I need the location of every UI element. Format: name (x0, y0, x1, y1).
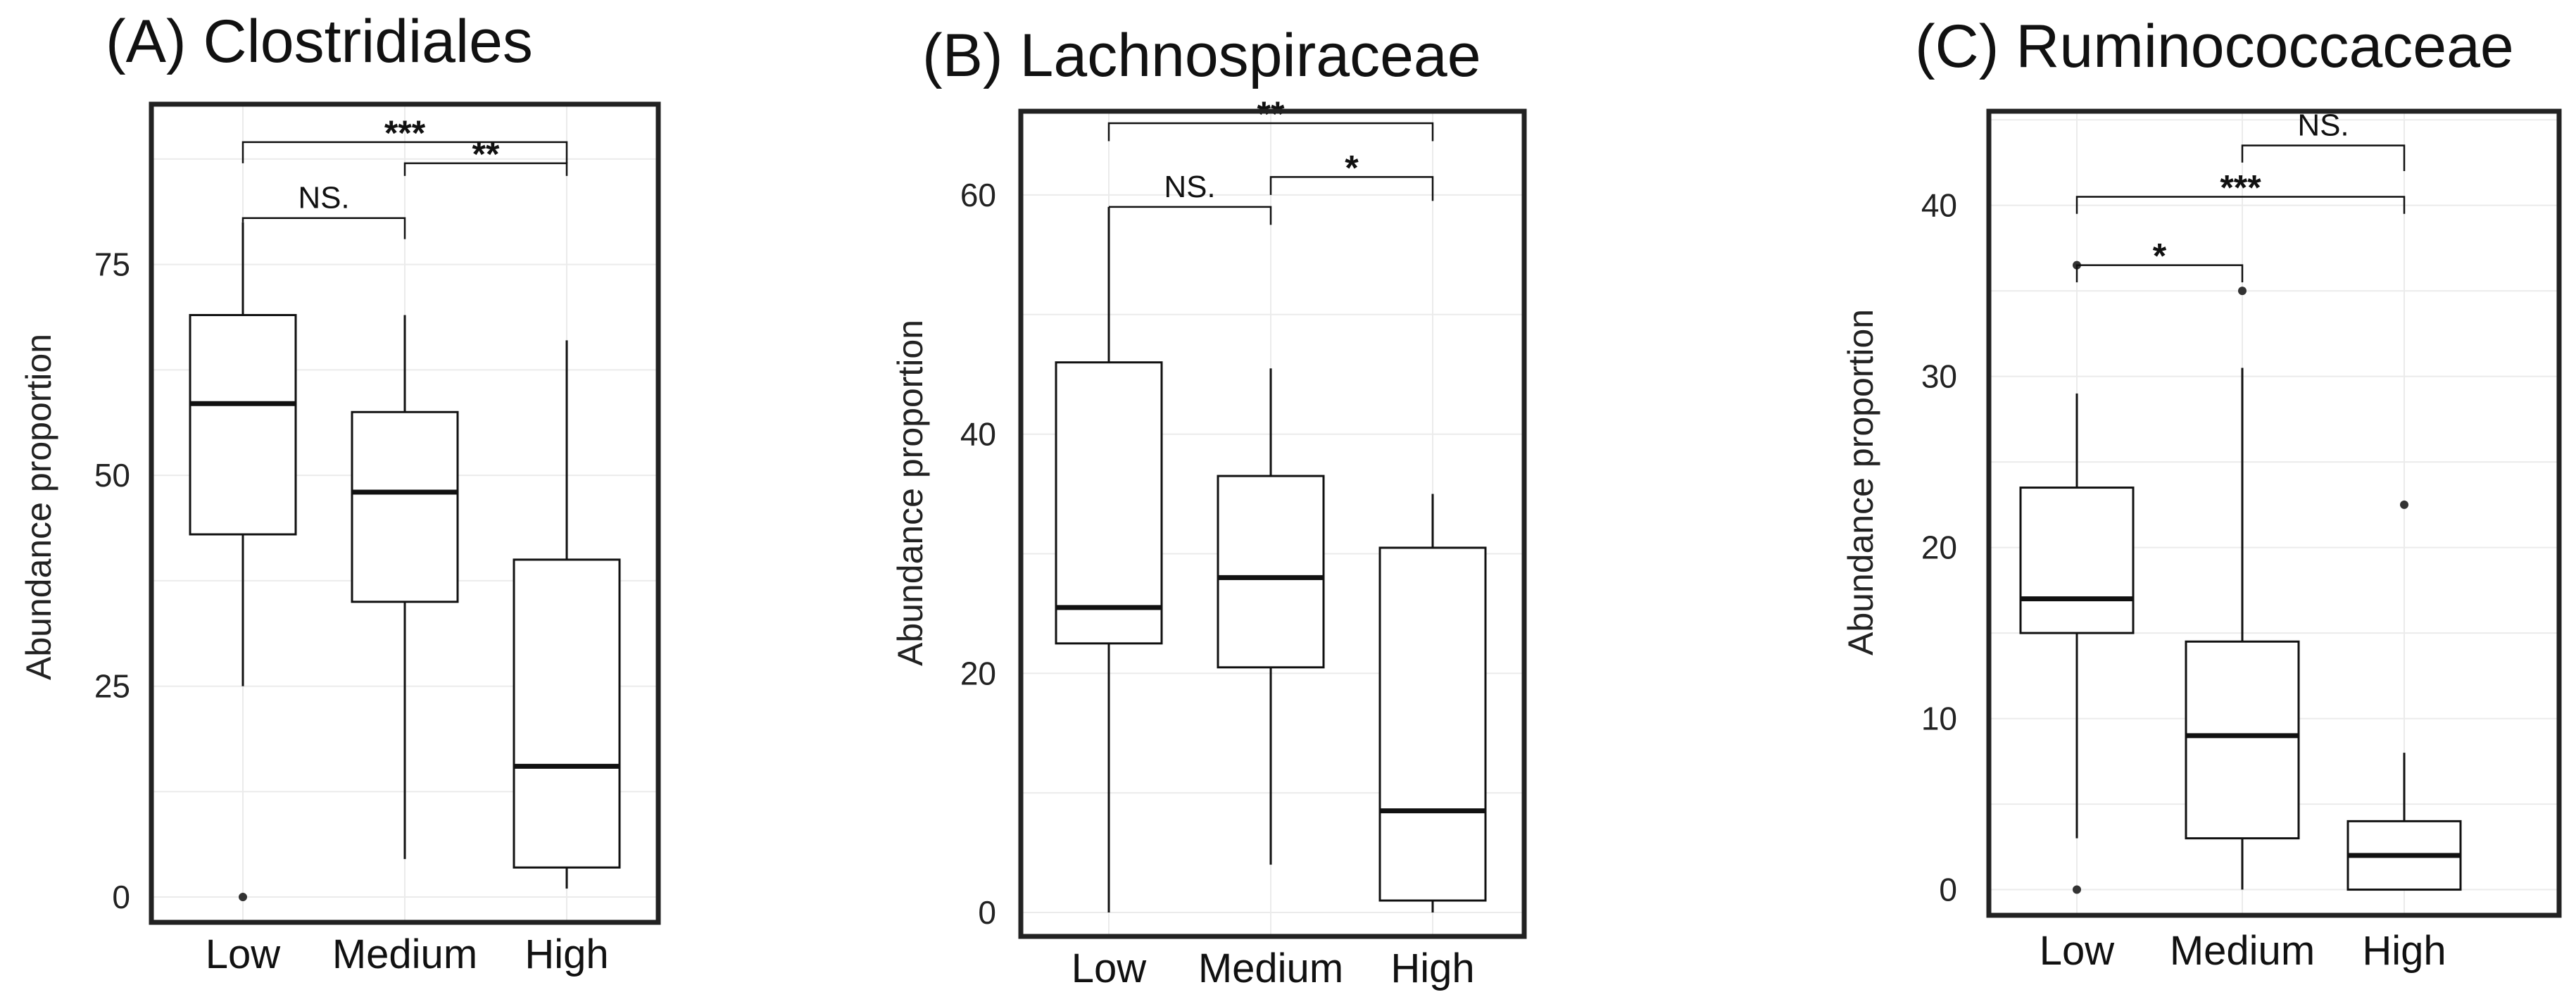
panel-a-y-tick-label: 75 (94, 246, 130, 283)
panel-c-y-tick-label: 10 (1921, 701, 1957, 737)
panel-a-frame (149, 101, 661, 925)
panel-b: (B) Lachnospiraceae Abundance proportion… (891, 22, 1527, 991)
panel-b-significance-label: ** (1257, 94, 1285, 134)
panel-c-x-tick-high: High (2362, 928, 2446, 974)
panel-c-significance-bracket (2075, 196, 2406, 214)
panel-b-x-tick-high: High (1390, 946, 1474, 991)
panel-c-significance-label: *** (2220, 168, 2261, 207)
panel-c-high-outlier-point (2400, 500, 2408, 509)
panel-a-x-tick-low: Low (206, 931, 282, 977)
panel-b-frame (1018, 108, 1527, 939)
panel-c-significance-label: NS. (2297, 108, 2349, 143)
panel-c-y-tick-label: 40 (1921, 187, 1957, 224)
panel-c-frame (1986, 108, 2562, 918)
panel-a-significance-bracket (403, 162, 568, 176)
panel-a-significance-label: *** (384, 113, 426, 153)
panel-b-y-tick-label: 0 (978, 894, 996, 931)
panel-c-low-box (2019, 487, 2135, 634)
panel-a-x-tick-medium: Medium (332, 931, 477, 977)
panel-a-significance-bracket (241, 141, 568, 163)
panel-a-high-box (513, 558, 621, 869)
panel-a-x-tick-high: High (524, 931, 608, 977)
panel-a: (A) Clostridiales Abundance proportion 0… (19, 8, 661, 977)
panel-c-significance-bracket (2241, 144, 2406, 172)
panel-a-y-tick-label: 50 (94, 457, 130, 494)
panel-b-title: (B) Lachnospiraceae (922, 22, 1481, 89)
panel-c-x-tick-low: Low (2040, 928, 2116, 974)
panel-c-title: (C) Ruminococcaceae (1915, 13, 2514, 80)
panel-b-significance-bracket (1109, 206, 1272, 225)
panel-a-title: (A) Clostridiales (106, 8, 533, 75)
panel-b-medium-box (1217, 475, 1325, 669)
panel-b-significance-bracket (1107, 122, 1434, 142)
panel-b-high-box (1378, 546, 1487, 902)
panel-a-significance-label: NS. (298, 181, 349, 215)
panel-b-x-tick-low: Low (1072, 946, 1148, 991)
panel-a-low-box (189, 313, 297, 536)
panel-c-y-tick-label: 20 (1921, 529, 1957, 566)
panel-c-significance-bracket (2075, 264, 2244, 282)
panel-c-x-tick-medium: Medium (2170, 928, 2315, 974)
panel-c-y-tick-label: 0 (1939, 872, 1957, 908)
panel-c-medium-box (2185, 640, 2300, 840)
panel-b-y-axis-label: Abundance proportion (891, 320, 930, 666)
panel-a-significance-bracket (241, 217, 406, 239)
panel-a-significance-label: ** (472, 134, 500, 174)
panel-a-medium-box (351, 410, 459, 603)
panel-a-low-outlier-point (239, 893, 247, 902)
panel-c-medium-outlier-point (2238, 287, 2247, 296)
panel-c-low-outlier-point (2073, 885, 2081, 894)
panel-b-significance-label: NS. (1164, 170, 1215, 204)
panel-c-y-axis-label: Abundance proportion (1841, 309, 1880, 655)
panel-b-x-tick-medium: Medium (1198, 946, 1343, 991)
panel-a-y-tick-label: 25 (94, 668, 130, 705)
panel-b-y-tick-label: 60 (960, 177, 996, 213)
panel-b-significance-label: * (1345, 148, 1359, 187)
panel-c-significance-label: * (2153, 237, 2167, 276)
panel-c: (C) Ruminococcaceae Abundance proportion… (1841, 13, 2562, 974)
panel-a-y-axis-label: Abundance proportion (19, 334, 58, 680)
panel-b-y-tick-label: 20 (960, 655, 996, 691)
panel-b-significance-bracket (1269, 176, 1434, 201)
panel-a-y-tick-label: 0 (112, 879, 130, 915)
panel-b-low-box (1055, 361, 1163, 645)
panel-b-y-tick-label: 40 (960, 416, 996, 453)
panel-c-y-tick-label: 30 (1921, 358, 1957, 395)
